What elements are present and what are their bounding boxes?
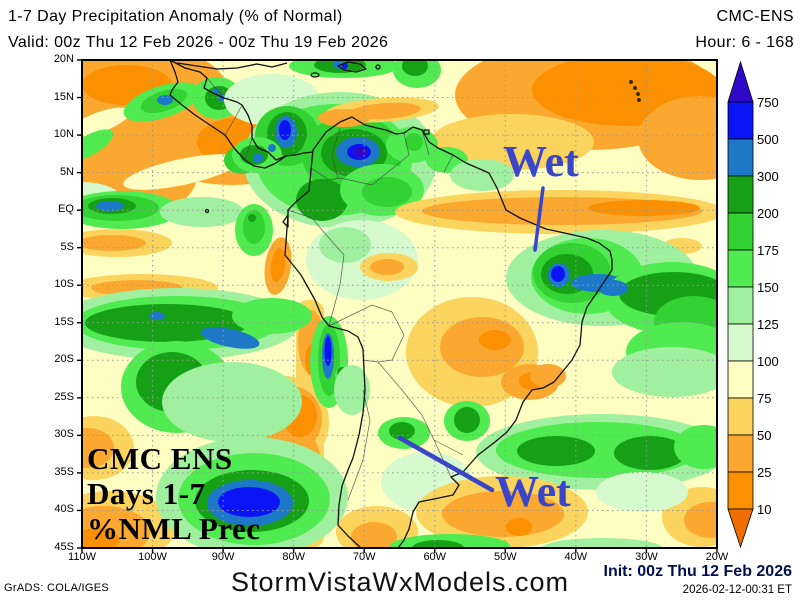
wet-lower-pointer-line [397,435,495,493]
colorbar-block-200-300 [727,175,754,214]
page-title: 1-7 Day Precipitation Anomaly (% of Norm… [8,8,343,25]
colorbar-tick-label: 25 [757,465,772,480]
colorbar-tick-label: 200 [757,206,779,221]
model-overlay-caption: CMC ENS Days 1-7 %NML Prec [87,441,261,546]
valid-range-label: Valid: 00z Thu 12 Feb 2026 - 00z Thu 19 … [8,34,389,51]
map-frame-and-ticks [77,59,718,553]
lon-tick-label: 80W [282,551,305,563]
lat-tick-label: 5S [60,240,74,253]
colorbar-labels: 750 500 300 200 175 150 125 100 75 50 25 10 [757,56,797,556]
overlay-caption-line2: Days 1-7 [87,476,206,511]
wet-upper-pointer-line [533,186,545,252]
lon-tick-label: 70W [352,551,376,563]
overlay-caption-line3: %NML Prec [87,511,261,546]
lon-tick-label: 100W [138,551,167,563]
overlay-caption-line1: CMC ENS [87,441,233,476]
lon-tick-label: 50W [493,551,517,563]
lat-tick-label: 5N [59,165,74,178]
colorbar-tick-label: 150 [757,280,779,295]
colorbar-block-50-75 [727,397,754,436]
colorbar-block-300-500 [727,138,754,177]
generation-timestamp: 2026-02-12-00:31 ET [682,584,792,596]
colorbar-block-10-25 [727,471,754,510]
site-watermark: StormVistaWxModels.com [230,567,570,597]
lon-tick-label: 30W [635,551,658,563]
colorbar-block-175-200 [727,212,754,251]
colorbar-block-100-125 [727,323,754,362]
lat-tick-label: 25S [54,390,74,403]
lat-tick-label: 20S [54,353,74,366]
colorbar-tick-label: 500 [757,132,779,147]
colorbar-arrow [727,60,754,103]
colorbar-block-25-50 [727,434,754,473]
colorbar-tick-label: 75 [757,391,772,406]
map-canvas [77,59,718,553]
colorbar-tick-label: 10 [757,502,772,517]
lon-tick-label: 60W [423,551,447,563]
lon-tick-label: 20W [705,551,729,563]
map-area [76,54,723,554]
lat-tick-label: 10S [54,278,74,291]
longitude-axis: 110W 100W 90W 80W 70W 60W 50W 40W 30W 20W [68,551,728,565]
colorbar-tick-label: 750 [757,95,779,110]
wet-annotation-upper: Wet [503,137,579,186]
latitude-axis: 20N 15N 10N 5N EQ 5S 10S 15S 20S 25S 30S 35S 40S 45S [42,53,78,555]
colorbar-block-75-100 [727,360,754,399]
coastline [169,60,641,548]
country-borders [206,77,464,501]
lat-tick-label: EQ [58,203,74,216]
colorbar-tick-label: 125 [757,317,779,332]
wet-annotation-lines [397,186,545,493]
colorbar-arrow [727,508,754,549]
grads-credit: GrADS: COLA/IGES [4,582,110,594]
colorbar-tick-label: 175 [757,243,779,258]
lat-tick-label: 20N [53,53,74,65]
anomaly-fill-regions [82,60,717,548]
lat-tick-label: 15N [53,90,74,103]
colorbar-tick-label: 300 [757,169,779,184]
lat-tick-label: 40S [54,503,74,516]
hour-range-label: Hour: 6 - 168 [695,34,794,51]
lat-tick-label: 45S [54,540,74,553]
lat-tick-label: 10N [53,128,74,141]
colorbar-block-125-150 [727,286,754,325]
lon-tick-label: 90W [211,551,235,563]
init-time-label: Init: 00z Thu 12 Feb 2026 [603,563,793,580]
lat-tick-label: 15S [54,315,74,328]
colorbar [727,60,754,549]
colorbar-block-500-750 [727,101,754,140]
model-label: CMC-ENS [716,8,794,25]
lon-tick-label: 110W [68,551,96,563]
colorbar-block-150-175 [727,249,754,288]
lat-tick-label: 35S [54,465,74,478]
lon-tick-label: 40W [564,551,588,563]
wet-annotation-lower: Wet [495,467,571,516]
colorbar-tick-label: 50 [757,428,772,443]
colorbar-tick-label: 100 [757,354,779,369]
lat-tick-label: 30S [54,428,74,441]
